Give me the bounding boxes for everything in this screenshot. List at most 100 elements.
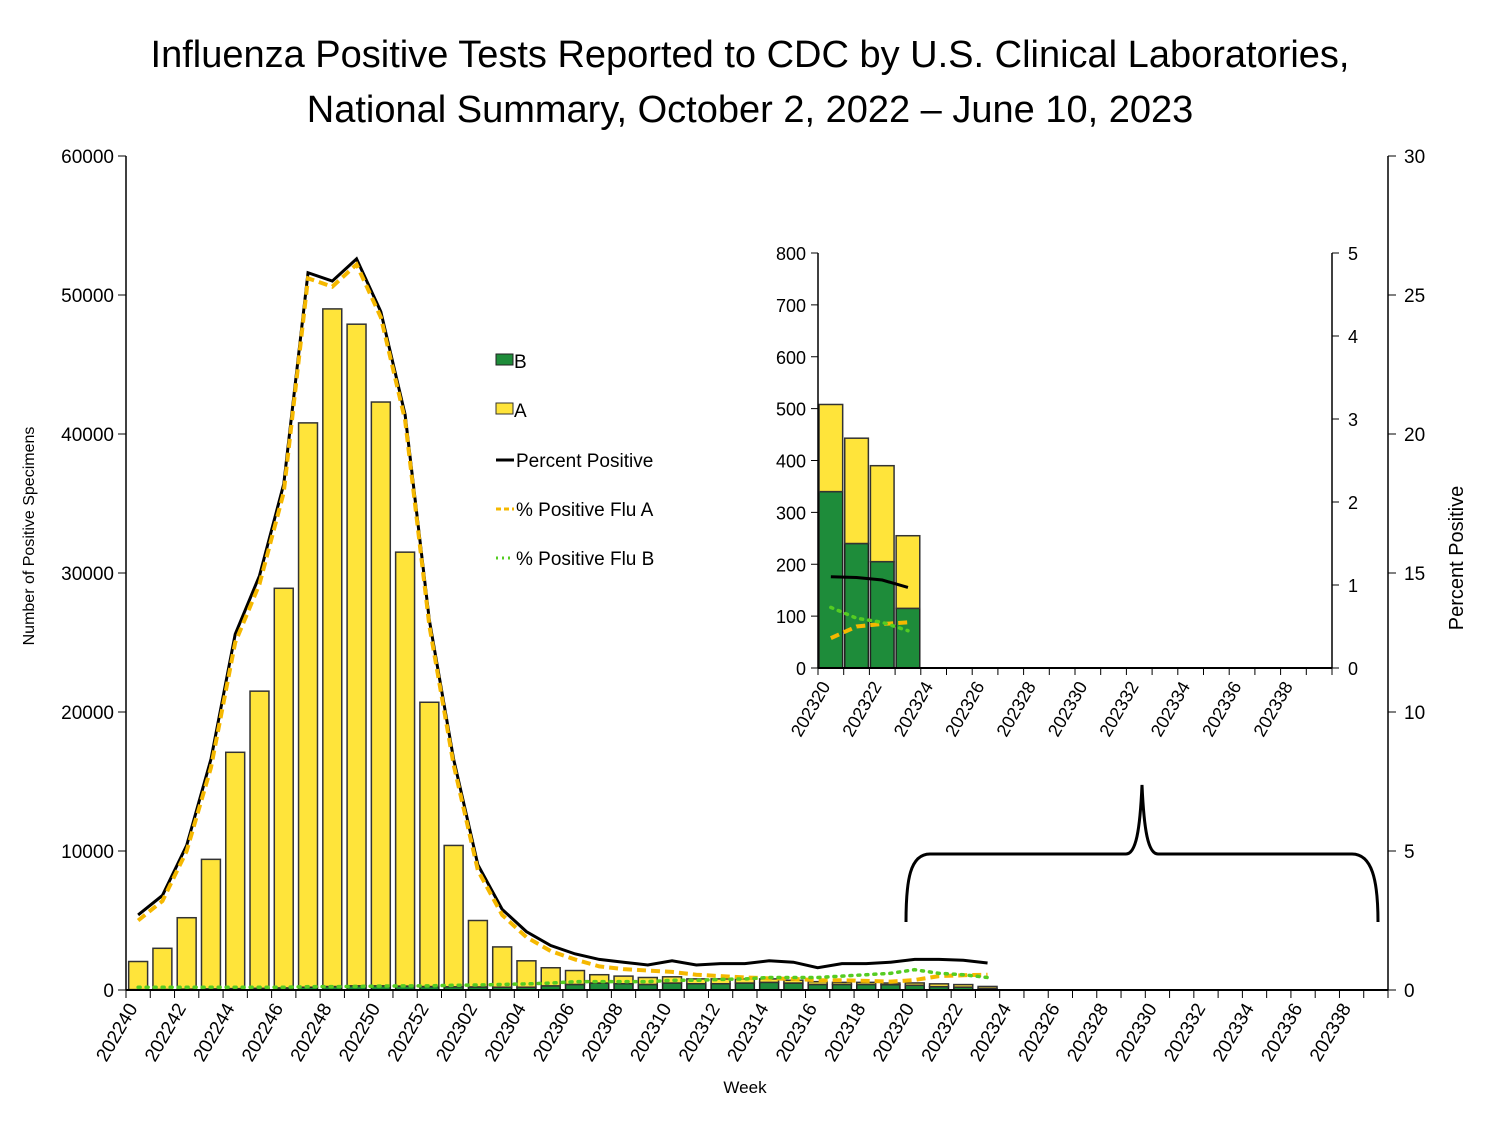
y-tick-label: 200 [776, 555, 806, 575]
flu-a-percent-line [136, 261, 988, 984]
x-tick-label: 202336 [1257, 1000, 1307, 1065]
bar-a [419, 701, 440, 988]
y-tick-label: 600 [776, 348, 806, 368]
y2-tick-label: 20 [1404, 425, 1425, 446]
bar-a [818, 403, 844, 493]
y2-tick-label: 4 [1348, 327, 1358, 347]
legend-label: Percent Positive [516, 451, 653, 472]
x-tick-label: 202338 [1250, 678, 1297, 740]
bar-b [758, 981, 780, 991]
bar-a [249, 690, 270, 990]
x-tick-label: 202250 [335, 1000, 385, 1065]
x-tick-label: 202312 [675, 1000, 725, 1065]
bar-a [895, 534, 921, 610]
bar-a [394, 551, 416, 987]
bar-a [869, 464, 895, 563]
bar-b [843, 542, 870, 669]
y2-tick-label: 15 [1404, 564, 1425, 585]
x-tick-label: 202314 [724, 1000, 774, 1066]
x-tick-label: 202322 [838, 678, 885, 740]
bar-a [807, 980, 828, 986]
bar-a [928, 983, 950, 988]
x-tick-label: 202242 [141, 1000, 191, 1065]
x-tick-label: 202248 [287, 1000, 337, 1065]
y-tick-label: 700 [776, 296, 806, 316]
legend-swatch-a [495, 402, 514, 415]
x-tick-label: 202320 [787, 678, 834, 740]
x-tick-label: 202324 [890, 678, 937, 740]
bar-b [661, 982, 683, 991]
bar-a [176, 916, 197, 990]
y-tick-label: 400 [776, 452, 806, 472]
y2-tick-label: 25 [1404, 286, 1425, 307]
y2-tick-label: 5 [1348, 244, 1358, 264]
x-tick-label: 202318 [821, 1000, 871, 1065]
y2-tick-label: 2 [1348, 493, 1358, 513]
x-tick-label: 202330 [1044, 678, 1091, 740]
bar-b [869, 560, 895, 669]
x-tick-label: 202334 [1209, 1000, 1259, 1066]
y-tick-label: 100 [776, 607, 806, 627]
legend-swatch-b [495, 353, 514, 366]
y2-tick-label: 30 [1404, 147, 1425, 168]
flu-b-percent-line [136, 967, 990, 989]
x-tick-label: 202332 [1160, 1000, 1210, 1065]
bar-a [322, 308, 343, 988]
y-tick-label: 20000 [61, 703, 114, 724]
y-tick-label: 500 [776, 400, 806, 420]
x-tick-label: 202332 [1095, 678, 1142, 740]
x-tick-label: 202306 [529, 1000, 579, 1065]
x-tick-label: 202328 [1063, 1000, 1113, 1065]
y-tick-label: 50000 [61, 286, 114, 307]
bar-a [297, 422, 319, 988]
x-tick-label: 202244 [190, 1000, 240, 1066]
bar-a [152, 947, 173, 991]
y2-tick-label: 5 [1404, 842, 1415, 863]
x-axis-title: Week [723, 1078, 767, 1097]
x-tick-label: 202326 [941, 678, 988, 740]
percent-positive-line [137, 256, 988, 970]
bar-a [977, 985, 998, 990]
y-tick-label: 60000 [61, 147, 114, 168]
bar-a [200, 858, 222, 990]
y-tick-label: 40000 [61, 425, 114, 446]
bar-a [443, 844, 464, 988]
x-tick-label: 202330 [1112, 1000, 1162, 1065]
legend-label: B [514, 352, 527, 373]
x-tick-label: 202324 [966, 1000, 1016, 1066]
legend-label: % Positive Flu B [516, 549, 654, 570]
bar-a [613, 975, 634, 985]
y2-tick-label: 1 [1348, 576, 1358, 596]
bar-a [516, 960, 537, 988]
bar-a [346, 323, 367, 987]
x-tick-label: 202240 [93, 1000, 143, 1065]
bar-a [370, 401, 392, 987]
bar-a [904, 982, 925, 987]
bar-b [895, 607, 921, 669]
x-tick-label: 202338 [1306, 1000, 1356, 1065]
chart-title: Influenza Positive Tests Reported to CDC… [150, 34, 1350, 131]
y-axis-title: Number of Positive Specimens [21, 427, 38, 646]
y-tick-label: 10000 [61, 842, 114, 863]
bar-a [467, 919, 489, 988]
x-tick-label: 202320 [869, 1000, 919, 1065]
x-tick-label: 202326 [1015, 1000, 1065, 1065]
bar-b [589, 982, 610, 991]
y2-axis-title: Percent Positive [1446, 486, 1468, 631]
flu-a-percent-line [830, 620, 909, 640]
legend-label: % Positive Flu A [516, 500, 654, 521]
x-tick-label: 202310 [626, 1000, 676, 1065]
x-tick-label: 202316 [772, 1000, 822, 1065]
y-tick-label: 300 [776, 503, 806, 523]
y-tick-label: 800 [776, 244, 806, 264]
y-tick-label: 0 [103, 981, 114, 1002]
y-tick-label: 0 [796, 659, 806, 679]
bar-a [491, 946, 513, 988]
bar-a [589, 973, 610, 984]
bar-a [953, 983, 974, 988]
percent-positive-line [830, 575, 909, 589]
y2-tick-label: 3 [1348, 410, 1358, 430]
y2-tick-label: 0 [1404, 981, 1415, 1002]
